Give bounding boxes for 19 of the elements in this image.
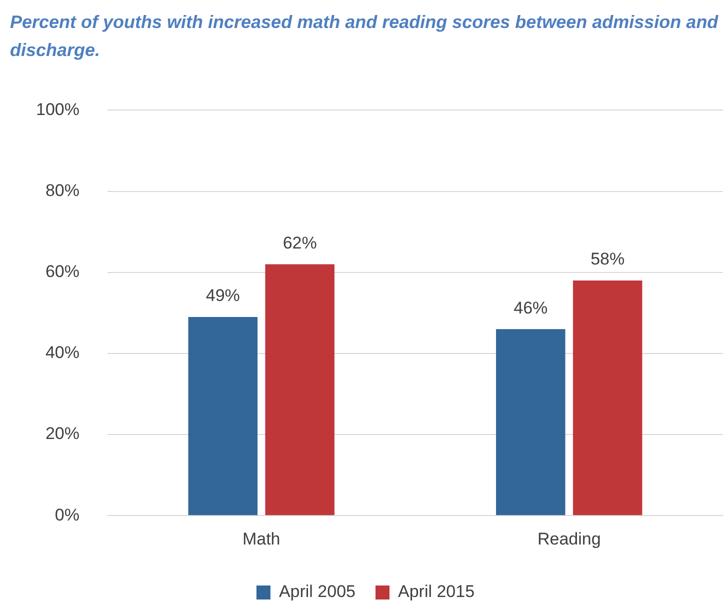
x-tick-label: Reading [537,529,601,548]
data-label: 58% [590,250,625,269]
data-label: 49% [206,286,240,306]
y-tick-label: 100% [36,100,80,119]
data-label: 46% [514,298,548,318]
bar [572,280,642,516]
bar [496,329,566,516]
chart-title: Percent of youths with increased math and reading scores between admission and discharge. [10,11,720,62]
y-tick-label: 60% [45,262,80,282]
x-tick-label: Math [242,529,280,548]
y-tick-label: 20% [45,424,80,444]
y-tick-label: 40% [45,343,80,362]
legend-label: April 2015 [398,582,475,602]
data-label: 62% [282,233,317,252]
y-tick-label: 80% [45,180,80,200]
bar [265,264,334,516]
bar [188,316,258,516]
y-tick-label: 0% [54,505,80,524]
legend-label: April 2005 [278,582,356,602]
